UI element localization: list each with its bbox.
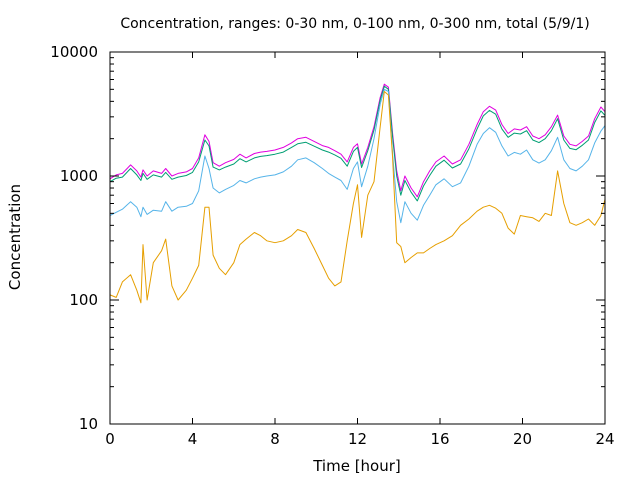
x-axis-label: Time [hour] [312, 457, 401, 475]
series-line-2 [109, 85, 606, 202]
y-tick-label: 10 [79, 415, 98, 433]
tick-layer: 0 4 8 12 16 20 24 10 100 1000 10000 [50, 43, 614, 448]
series-line-1 [109, 83, 606, 198]
x-tick-label: 8 [270, 430, 280, 448]
series-layer [109, 83, 606, 304]
x-tick-label: 0 [105, 430, 115, 448]
plot-frame [109, 51, 606, 425]
y-tick-label: 100 [69, 291, 98, 309]
x-tick-label: 4 [188, 430, 198, 448]
x-tick-label: 20 [513, 430, 532, 448]
x-tick-label: 16 [430, 430, 449, 448]
y-axis-label: Concentration [6, 184, 24, 290]
series-line-4 [109, 91, 606, 304]
x-tick-label: 12 [348, 430, 367, 448]
y-tick-label: 10000 [50, 43, 98, 61]
series-line-3 [109, 88, 606, 224]
y-tick-label: 1000 [60, 167, 98, 185]
chart-title: Concentration, ranges: 0-30 nm, 0-100 nm… [120, 16, 589, 32]
x-tick-label: 24 [595, 430, 614, 448]
